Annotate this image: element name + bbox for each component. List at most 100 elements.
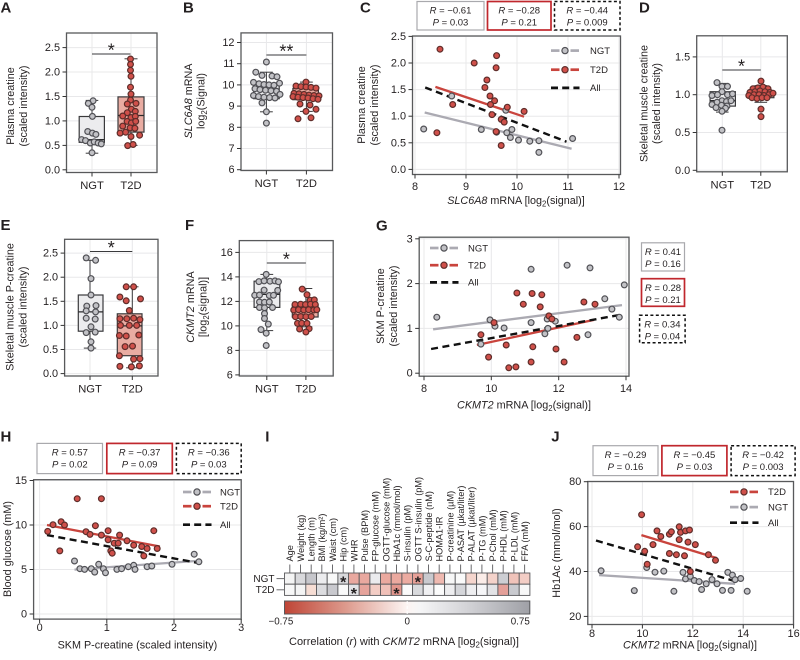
svg-text:(scaled intensity): (scaled intensity) [18, 65, 30, 146]
svg-text:R = 0.28: R = 0.28 [645, 283, 681, 294]
svg-text:SKM P-creatine: SKM P-creatine [375, 268, 387, 344]
svg-text:NGT: NGT [710, 180, 734, 192]
svg-text:T2D: T2D [468, 261, 486, 272]
svg-text:2.0: 2.0 [43, 272, 58, 284]
svg-text:10: 10 [15, 520, 27, 532]
svg-text:12: 12 [553, 383, 565, 395]
svg-text:Blood glucose (mM): Blood glucose (mM) [2, 501, 14, 597]
svg-text:H: H [1, 428, 12, 445]
svg-text:I: I [265, 428, 269, 445]
svg-text:SLC6A8 mRNA: SLC6A8 mRNA [183, 63, 195, 139]
svg-text:CKMT2 mRNA: CKMT2 mRNA [185, 271, 197, 343]
svg-text:NGT: NGT [255, 178, 279, 190]
svg-text:0.5: 0.5 [43, 344, 58, 356]
svg-text:3: 3 [238, 622, 244, 634]
svg-text:*: * [108, 238, 115, 258]
svg-text:*: * [351, 586, 358, 603]
svg-text:(scaled intensity): (scaled intensity) [18, 266, 30, 347]
svg-text:1.0: 1.0 [43, 320, 58, 332]
svg-text:P = 0.03: P = 0.03 [191, 460, 227, 471]
svg-text:1: 1 [407, 323, 413, 335]
svg-text:7: 7 [228, 143, 234, 155]
svg-text:Plasma creatine: Plasma creatine [5, 67, 17, 144]
svg-text:80: 80 [569, 476, 581, 488]
svg-text:Pulse (BPM): Pulse (BPM) [360, 510, 370, 562]
svg-text:T2D: T2D [220, 502, 238, 513]
svg-text:Weight (kg): Weight (kg) [296, 515, 306, 562]
svg-text:J: J [551, 428, 559, 445]
svg-text:9: 9 [228, 101, 234, 113]
svg-text:All: All [768, 518, 779, 529]
svg-text:9: 9 [463, 181, 469, 193]
svg-text:2.5: 2.5 [391, 31, 406, 43]
svg-text:T2D: T2D [750, 180, 771, 192]
svg-text:Age: Age [285, 545, 295, 561]
svg-text:10: 10 [485, 383, 497, 395]
svg-text:Length (m): Length (m) [307, 517, 317, 561]
svg-text:NGT: NGT [590, 46, 610, 57]
svg-text:WHR: WHR [349, 539, 359, 561]
svg-text:T2D: T2D [122, 384, 143, 396]
svg-text:NGT: NGT [80, 180, 104, 192]
svg-text:NGT: NGT [253, 574, 274, 585]
svg-text:T2D: T2D [256, 585, 275, 596]
svg-text:P = 0.16: P = 0.16 [645, 259, 681, 270]
svg-text:P-LDL (mM): P-LDL (mM) [509, 512, 519, 562]
svg-text:11: 11 [562, 181, 573, 193]
svg-text:3: 3 [407, 233, 413, 245]
svg-text:*: * [393, 586, 400, 603]
svg-text:R = −0.37: R = −0.37 [119, 448, 161, 459]
svg-text:40: 40 [569, 566, 581, 578]
svg-text:12: 12 [613, 181, 625, 193]
svg-text:[log2(signal)]: [log2(signal)] [198, 277, 212, 337]
svg-text:T2D: T2D [768, 487, 786, 498]
svg-text:P = 0.03: P = 0.03 [677, 462, 713, 473]
svg-text:T2D: T2D [296, 178, 317, 190]
svg-text:R = 0.41: R = 0.41 [645, 247, 681, 258]
svg-text:8: 8 [228, 122, 234, 134]
svg-text:R = −0.42: R = −0.42 [742, 450, 784, 461]
svg-text:*: * [108, 41, 115, 61]
svg-text:R = −0.36: R = −0.36 [188, 448, 230, 459]
svg-text:2.5: 2.5 [43, 248, 58, 260]
svg-text:All: All [220, 520, 231, 531]
svg-text:P-Chol (mM): P-Chol (mM) [488, 509, 498, 561]
svg-text:−0.75: −0.75 [269, 617, 294, 628]
svg-text:60: 60 [569, 521, 581, 533]
svg-text:HbA1c (mmol/mol): HbA1c (mmol/mol) [392, 485, 402, 561]
svg-text:R = −0.61: R = −0.61 [430, 6, 472, 17]
svg-text:0.0: 0.0 [43, 368, 58, 380]
svg-text:**: ** [279, 42, 293, 62]
svg-text:Hip (cm): Hip (cm) [339, 527, 349, 562]
svg-text:NGT: NGT [78, 384, 102, 396]
svg-text:E: E [1, 217, 11, 234]
svg-text:8: 8 [412, 181, 418, 193]
svg-text:16: 16 [788, 628, 800, 640]
svg-text:P = 0.09: P = 0.09 [122, 460, 158, 471]
svg-text:*: * [340, 575, 347, 592]
svg-text:FFA (mM): FFA (mM) [520, 521, 530, 561]
svg-text:G: G [376, 218, 388, 235]
svg-text:Correlation (r) with CKMT2 mRN: Correlation (r) with CKMT2 mRNA [log2(si… [289, 636, 519, 650]
svg-text:2.0: 2.0 [45, 67, 60, 79]
svg-text:2.0: 2.0 [391, 58, 406, 70]
svg-text:P = 0.02: P = 0.02 [52, 460, 88, 471]
svg-text:0: 0 [37, 622, 43, 634]
svg-text:0.5: 0.5 [391, 137, 406, 149]
svg-text:HOMA1-IR: HOMA1-IR [435, 516, 445, 561]
svg-text:11: 11 [223, 58, 234, 70]
svg-text:8: 8 [421, 383, 427, 395]
svg-text:10: 10 [222, 79, 234, 91]
svg-text:P = 0.03: P = 0.03 [433, 18, 469, 29]
svg-text:1.5: 1.5 [43, 296, 58, 308]
svg-text:P-ASAT (µkat/liter): P-ASAT (µkat/liter) [456, 486, 466, 562]
svg-text:S-insulin (pM): S-insulin (pM) [403, 505, 413, 562]
svg-text:Hb1Ac (mmol/mol): Hb1Ac (mmol/mol) [551, 508, 563, 597]
svg-text:10: 10 [221, 320, 233, 332]
svg-text:1: 1 [104, 622, 110, 634]
svg-text:1.0: 1.0 [391, 111, 406, 123]
svg-text:(scaled intensity): (scaled intensity) [369, 64, 381, 145]
svg-text:10: 10 [511, 181, 523, 193]
svg-text:All: All [468, 278, 479, 289]
svg-text:OGTT-glucose (mM): OGTT-glucose (mM) [381, 478, 391, 562]
